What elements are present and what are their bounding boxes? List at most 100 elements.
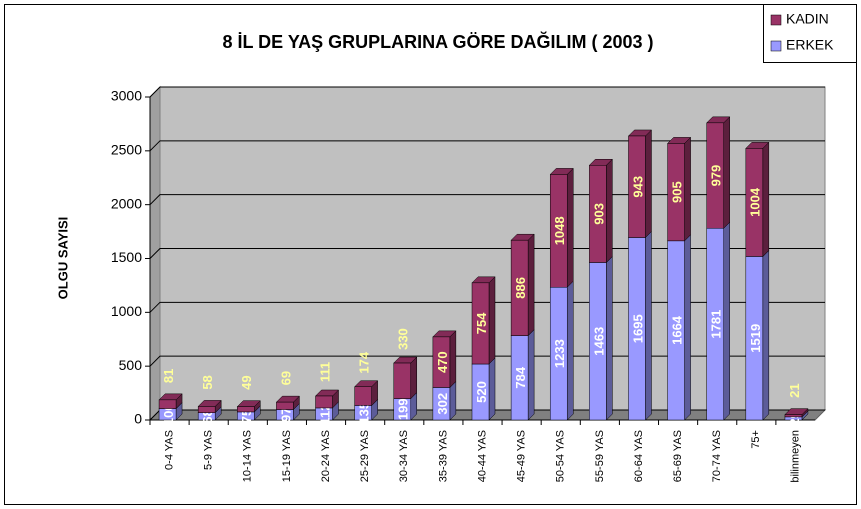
x-tick-label: 45-49 YAS — [516, 430, 528, 482]
data-label: 330 — [396, 328, 411, 350]
legend-label: KADIN — [786, 11, 829, 27]
data-label: 1781 — [709, 310, 724, 339]
x-tick-label: bilinmeyen — [789, 430, 801, 483]
legend-swatch — [770, 40, 782, 52]
x-tick-label: 65-69 YAS — [672, 430, 684, 482]
bar — [471, 282, 490, 365]
bar-side — [566, 280, 574, 421]
data-label: 111 — [317, 362, 332, 382]
x-tick-label: 70-74 YAS — [711, 430, 723, 482]
legend-swatch — [770, 14, 782, 26]
bar-side — [527, 328, 535, 421]
x-tick-label: 0-4 YAS — [163, 430, 175, 470]
bar-side — [645, 129, 652, 239]
bar — [197, 406, 216, 413]
bar-side — [723, 221, 730, 421]
bar — [276, 401, 294, 410]
bar — [745, 148, 764, 257]
data-label: 199 — [396, 398, 411, 420]
data-label: 49 — [239, 375, 254, 389]
data-label: 75 — [239, 409, 254, 423]
data-label: 106 — [161, 403, 176, 425]
data-label: 943 — [630, 176, 645, 198]
data-label: 58 — [200, 375, 215, 389]
bar-side — [762, 249, 770, 421]
x-tick-label: 75+ — [750, 430, 762, 449]
bar — [589, 165, 607, 263]
bar — [393, 362, 412, 399]
x-tick-label: 30-34 YAS — [398, 430, 410, 482]
x-tick-label: 5-9 YAS — [203, 430, 215, 470]
data-label: 302 — [435, 393, 450, 415]
data-label: 886 — [513, 277, 528, 299]
x-tick-label: 10-14 YAS — [242, 430, 254, 482]
bar — [784, 414, 803, 418]
data-label: 470 — [435, 351, 450, 373]
bar-side — [762, 141, 770, 258]
data-label: 97 — [278, 408, 293, 422]
data-label: 69 — [278, 371, 293, 385]
y-tick-label: 0 — [134, 411, 142, 427]
data-label: 1519 — [748, 324, 763, 353]
bar-side — [684, 234, 691, 421]
x-tick-label: 15-19 YAS — [281, 430, 293, 482]
data-label: 1463 — [591, 327, 606, 356]
grid-line — [149, 86, 825, 98]
chart-title: 8 İL DE YAŞ GRUPLARINA GÖRE DAĞILIM ( 20… — [222, 31, 653, 52]
x-tick-label: 20-24 YAS — [320, 430, 332, 482]
bar-side — [527, 233, 535, 337]
bar-side — [488, 357, 496, 421]
data-label: 903 — [591, 203, 606, 225]
bar — [158, 399, 177, 409]
data-label: 1664 — [670, 315, 685, 345]
bar-side — [410, 356, 418, 400]
data-label: 520 — [474, 381, 489, 403]
bar-side — [645, 230, 652, 421]
data-label: 1048 — [552, 216, 567, 245]
bar — [667, 143, 685, 242]
data-label: 1695 — [630, 314, 645, 343]
bar — [237, 406, 255, 413]
data-label: 174 — [357, 351, 372, 373]
bar-side — [488, 276, 496, 365]
x-tick-label: 50-54 YAS — [555, 430, 567, 482]
data-label: 1004 — [748, 187, 763, 217]
bar-side — [449, 380, 457, 421]
bar — [706, 122, 724, 229]
bar-side — [606, 255, 613, 421]
y-tick-label: 500 — [119, 357, 143, 373]
grid-line — [149, 140, 825, 152]
data-label: 1233 — [552, 339, 567, 368]
x-tick-label: 25-29 YAS — [359, 430, 371, 482]
bar-side — [723, 116, 730, 229]
bar — [549, 174, 568, 288]
data-label: 905 — [670, 181, 685, 203]
bar — [354, 386, 372, 406]
legend-label: ERKEK — [786, 37, 834, 53]
bar-side — [449, 330, 457, 389]
bar — [432, 336, 451, 388]
data-label: 784 — [513, 366, 528, 388]
data-label: 979 — [709, 165, 724, 187]
data-label: 112 — [317, 403, 332, 424]
x-tick-label: 40-44 YAS — [476, 430, 488, 482]
data-label: 81 — [161, 369, 176, 383]
bar — [628, 135, 646, 238]
bar — [510, 239, 529, 336]
y-tick-label: 2000 — [111, 195, 142, 211]
y-tick-label: 2500 — [111, 142, 142, 158]
x-tick-label: 35-39 YAS — [437, 430, 449, 482]
bar — [315, 395, 333, 409]
y-tick-label: 3000 — [111, 88, 142, 104]
y-tick-label: 1000 — [111, 303, 142, 319]
data-label: 754 — [474, 312, 489, 334]
y-tick-label: 1500 — [111, 249, 142, 265]
data-label: 135 — [357, 402, 372, 424]
bar-side — [566, 167, 574, 288]
y-axis-label: OLGU SAYISI — [55, 217, 70, 300]
legend — [763, 4, 857, 63]
data-label: 21 — [787, 383, 802, 397]
x-tick-label: 60-64 YAS — [633, 430, 645, 482]
x-tick-label: 55-59 YAS — [594, 430, 606, 482]
